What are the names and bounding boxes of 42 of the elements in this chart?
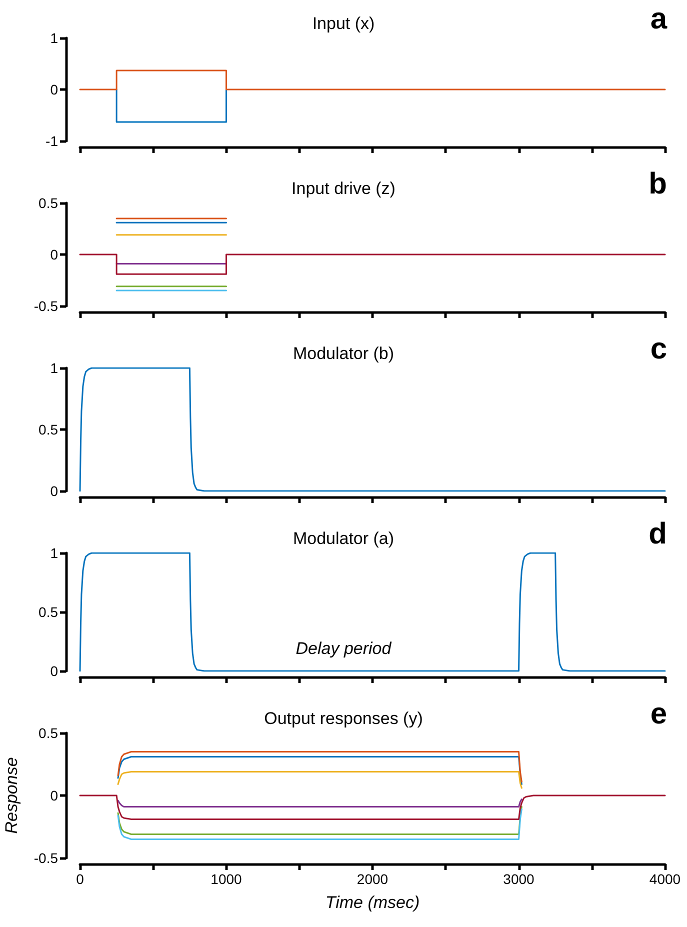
chart-title: Modulator (a) [292,529,394,548]
y-tick-label: 0 [50,82,58,98]
chart-title: Output responses (y) [264,709,423,728]
x-tick-label: 3000 [503,871,535,887]
y-tick-label: 0 [50,788,58,804]
chart-title: Input drive (z) [292,179,396,198]
text: d [648,518,668,550]
x-tick-label: 2000 [356,871,388,887]
y-tick-label: 0 [50,663,58,679]
line-series [117,798,522,808]
y-tick-label: -0.5 [34,850,58,866]
text: e [650,698,668,730]
y-tick-label: 1 [50,30,58,46]
line-series [117,771,522,789]
line-series [79,794,666,820]
y-tick-label: 1 [50,360,58,376]
text: b [648,168,668,200]
line-series [117,808,522,840]
y-tick-label: 0.5 [38,422,58,438]
line-series [79,367,666,492]
y-tick-label: 0.5 [38,725,58,741]
y-tick-label: 0.5 [38,195,58,211]
text: c [650,332,668,366]
y-tick-label: 0.5 [38,604,58,620]
y-tick-label: -0.5 [34,298,58,314]
line-series [117,756,522,785]
line-series [79,552,666,672]
y-axis-title: Response [2,757,21,834]
line-series [117,751,522,782]
line-series [117,806,522,835]
y-tick-label: 0 [50,483,58,499]
x-tick-label: 4000 [649,871,681,887]
chart-title: Input (x) [312,14,375,33]
y-tick-label: -1 [46,133,58,149]
x-tick-label: 0 [76,871,84,887]
text: a [650,2,668,36]
y-tick-label: 1 [50,545,58,561]
annotation: Delay period [296,639,392,658]
x-axis-title: Time (msec) [325,893,420,912]
x-tick-label: 1000 [210,871,242,887]
y-tick-label: 0 [50,246,58,262]
chart-title: Modulator (b) [292,344,394,363]
